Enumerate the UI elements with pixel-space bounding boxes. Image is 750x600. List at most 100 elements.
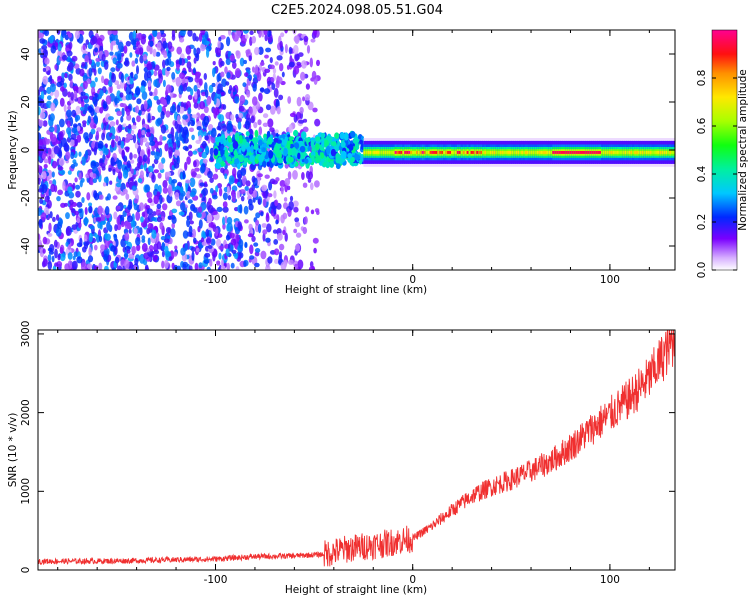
noise-cell — [67, 186, 73, 194]
noise-cell — [182, 261, 189, 268]
noise-cell — [76, 125, 81, 132]
noise-cell — [183, 137, 189, 144]
onset-cell — [347, 153, 353, 159]
noise-cell — [109, 51, 114, 56]
noise-cell — [152, 255, 158, 260]
noise-cell — [186, 61, 192, 69]
noise-cell — [293, 263, 299, 270]
noise-cell — [266, 223, 272, 233]
noise-cell — [71, 224, 78, 231]
noise-cell — [98, 235, 103, 243]
noise-cell — [42, 248, 46, 254]
y-tick-label: 20 — [20, 95, 32, 108]
noise-cell — [114, 95, 118, 106]
noise-cell — [186, 86, 192, 92]
noise-cell — [93, 190, 98, 199]
onset-cell — [350, 156, 355, 163]
noise-cell — [117, 53, 121, 62]
noise-cell — [103, 253, 108, 262]
noise-cell — [83, 241, 89, 250]
noise-cell — [279, 40, 283, 49]
tracking-cell — [608, 151, 612, 154]
tracking-cell — [417, 151, 421, 154]
noise-cell — [71, 127, 78, 134]
tracking-cell — [673, 151, 675, 154]
noise-cell — [131, 185, 137, 191]
tracking-cell — [458, 151, 462, 154]
onset-cell — [254, 129, 259, 138]
noise-cell — [212, 253, 216, 262]
tracking-cell — [386, 151, 390, 154]
noise-cell — [38, 89, 41, 96]
noise-cell — [271, 180, 278, 185]
noise-cell — [100, 220, 106, 226]
noise-cell — [270, 105, 276, 115]
tracking-cell — [490, 151, 493, 154]
noise-cell — [262, 229, 268, 235]
noise-cell — [84, 207, 88, 215]
noise-cell — [191, 251, 195, 262]
noise-cell — [116, 216, 121, 226]
onset-cell — [291, 147, 297, 156]
noise-cell — [130, 219, 136, 228]
tracking-cell — [569, 151, 573, 154]
noise-cell — [142, 154, 148, 162]
noise-cell — [82, 44, 86, 51]
onset-cell — [226, 156, 232, 162]
y-tick-label: 1000 — [20, 478, 32, 505]
noise-cell — [49, 35, 54, 44]
noise-cell — [86, 192, 91, 201]
noise-cell — [188, 211, 193, 221]
noise-cell — [110, 40, 117, 46]
tracking-cell — [505, 151, 509, 154]
tracking-cell — [388, 151, 392, 154]
noise-cell — [67, 182, 73, 188]
noise-cell — [44, 30, 50, 37]
tracking-cell — [527, 151, 530, 154]
noise-cell — [216, 238, 221, 248]
noise-cell — [88, 247, 92, 257]
tracking-cell — [451, 151, 454, 154]
noise-cell — [103, 176, 109, 184]
tracking-cell — [454, 151, 458, 154]
noise-cell — [70, 164, 76, 169]
tracking-cell — [515, 151, 518, 154]
tracking-cell — [408, 151, 411, 154]
noise-cell — [232, 85, 236, 93]
tracking-cell — [412, 151, 415, 154]
noise-cell — [198, 135, 202, 142]
noise-cell — [79, 237, 83, 247]
noise-cell — [38, 219, 43, 227]
noise-cell — [88, 202, 93, 207]
noise-cell — [146, 45, 151, 52]
colorbar-tick-label: 0.0 — [696, 262, 708, 279]
noise-cell — [136, 65, 139, 75]
noise-cell — [55, 214, 60, 221]
noise-cell — [238, 239, 244, 249]
noise-cell — [257, 173, 263, 178]
noise-cell — [263, 88, 271, 95]
noise-cell — [121, 103, 127, 108]
noise-cell — [105, 95, 112, 105]
y-tick-label: -20 — [20, 189, 32, 206]
tracking-cell — [601, 151, 604, 154]
noise-cell — [72, 182, 76, 190]
noise-cell — [108, 79, 113, 87]
noise-cell — [304, 216, 308, 225]
noise-cell — [170, 228, 176, 238]
tracking-cell — [624, 151, 627, 154]
noise-cell — [133, 153, 138, 159]
noise-cell — [171, 208, 178, 214]
noise-cell — [235, 234, 240, 242]
tracking-cell — [558, 151, 561, 154]
noise-cell — [87, 115, 92, 124]
noise-cell — [59, 247, 64, 254]
noise-cell — [203, 131, 207, 137]
noise-cell — [312, 237, 319, 244]
noise-cell — [258, 223, 262, 234]
onset-cell — [348, 143, 354, 151]
noise-cell — [220, 91, 225, 96]
noise-cell — [156, 216, 162, 223]
noise-cell — [234, 252, 239, 260]
noise-cell — [38, 177, 41, 185]
